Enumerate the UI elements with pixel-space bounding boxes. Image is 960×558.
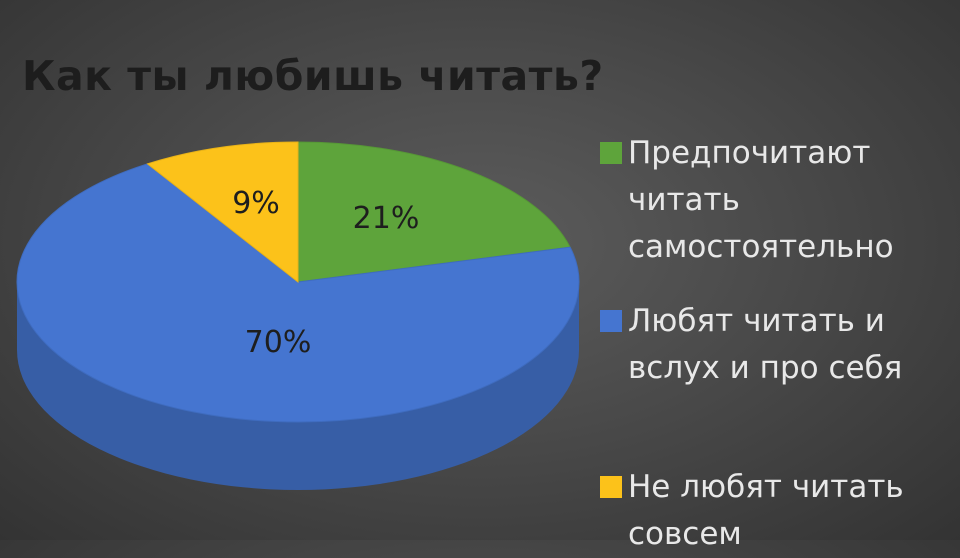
legend-label: Любят читать и вслух и про себя [628,303,903,386]
pie-labels: 21% 70% 9% [232,186,419,360]
legend-swatch-blue [600,310,622,332]
legend-label: Не любят читать совсем [628,469,904,552]
pie-sides [17,282,579,490]
slice-data-label: 9% [232,186,280,221]
pie-slice [16,163,580,423]
legend-swatch-green [600,142,622,164]
pie-slice [146,141,299,284]
pie-side-wall [17,282,579,490]
pie-chart: 21% 70% 9% [16,141,580,490]
chart-title: Как ты любишь читать? [22,52,604,100]
legend-label: Предпочитают читать самостоятельно [628,135,894,265]
legend-swatch-yellow [600,476,622,498]
pie-slice [297,141,571,283]
pie-tops [16,141,580,423]
slice-data-label: 21% [353,201,420,236]
slice-data-label: 70% [245,325,312,360]
